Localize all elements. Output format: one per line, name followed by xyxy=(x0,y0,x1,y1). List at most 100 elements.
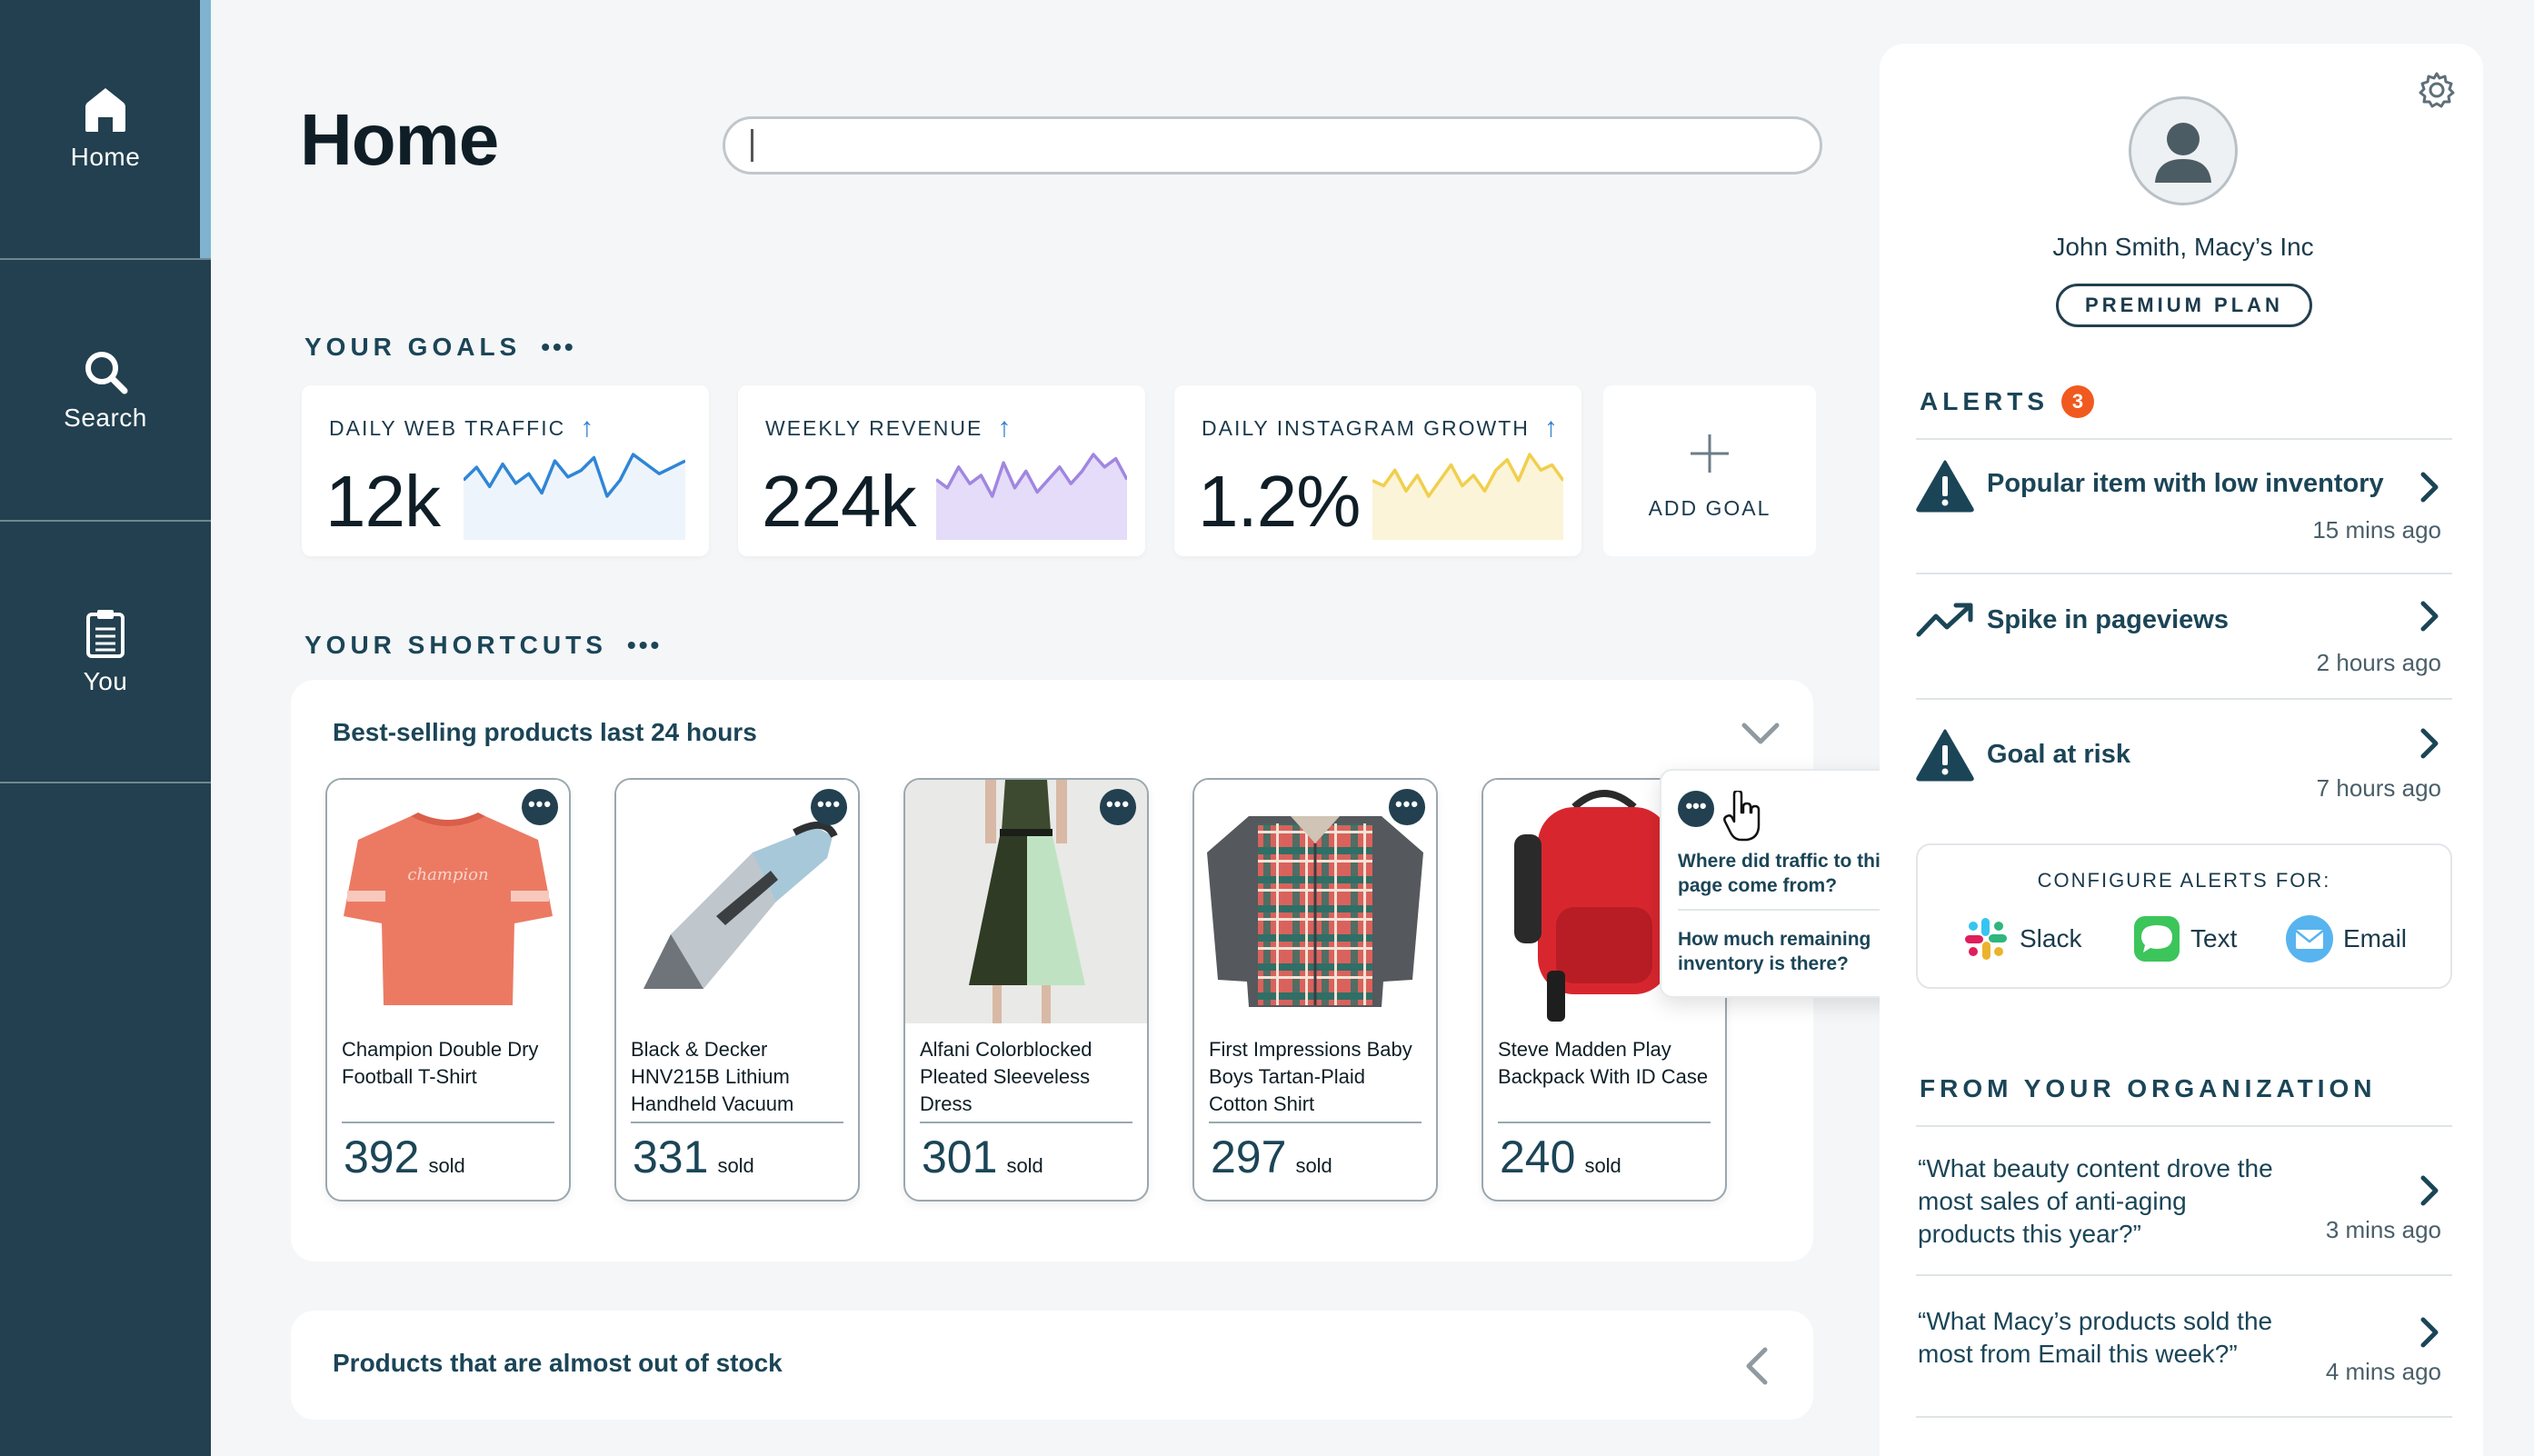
goal-card-weekly-revenue[interactable]: WEEKLY REVENUE ↑ 224k xyxy=(738,385,1145,556)
chevron-right-icon xyxy=(2420,1317,2439,1348)
shortcuts-menu-button[interactable]: ••• xyxy=(626,631,663,659)
slack-icon xyxy=(1965,918,2007,960)
popup-question-traffic[interactable]: Where did traffic to this page come from… xyxy=(1678,851,1891,896)
sold-count: 301 xyxy=(922,1132,998,1182)
divider xyxy=(1498,1122,1711,1123)
organization-title: FROM YOUR ORGANIZATION xyxy=(1920,1074,2377,1102)
alert-time: 15 mins ago xyxy=(2312,516,2441,544)
gear-icon[interactable] xyxy=(2418,71,2456,109)
sold-count: 297 xyxy=(1211,1132,1287,1182)
chevron-left-icon[interactable] xyxy=(1745,1347,1769,1385)
page-title: Home xyxy=(300,99,499,180)
chevron-down-icon[interactable] xyxy=(1741,722,1780,745)
sparkline-area xyxy=(464,454,685,540)
text-cursor xyxy=(751,129,753,162)
arrow-up-icon: ↑ xyxy=(580,413,596,443)
goal-card-instagram-growth[interactable]: DAILY INSTAGRAM GROWTH ↑ 1.2% xyxy=(1174,385,1581,556)
chevron-right-icon xyxy=(2420,1175,2439,1206)
configure-slack-button[interactable]: Slack xyxy=(1961,914,2081,963)
sidebar-item-you[interactable]: You xyxy=(0,524,211,783)
sidebar-item-label: You xyxy=(83,667,128,695)
configure-option-label: Slack xyxy=(2020,924,2082,952)
plaid-shirt-image xyxy=(1194,780,1436,1023)
org-item[interactable]: “What beauty content drove the most sale… xyxy=(1916,1152,2452,1280)
sidebar-item-home[interactable]: Home xyxy=(0,0,211,260)
sparkline-chart xyxy=(464,453,685,540)
sparkline-line xyxy=(1372,453,1563,498)
sold-unit: sold xyxy=(1006,1154,1043,1177)
divider xyxy=(1916,438,2452,440)
org-item-text: “What beauty content drove the most sale… xyxy=(1918,1154,2273,1248)
product-more-button[interactable]: ••• xyxy=(522,789,558,825)
product-name: Steve Madden Play Backpack With ID Case xyxy=(1498,1038,1709,1088)
product-more-button[interactable]: ••• xyxy=(1678,791,1714,827)
divider xyxy=(1916,1125,2452,1127)
goal-label: DAILY INSTAGRAM GROWTH ↑ xyxy=(1202,413,1560,444)
shortcuts-title: YOUR SHORTCUTS xyxy=(304,631,607,659)
sold-unit: sold xyxy=(1584,1154,1621,1177)
org-item[interactable]: “What Macy’s products sold the most from… xyxy=(1916,1305,2452,1432)
product-name: Alfani Colorblocked Pleated Sleeveless D… xyxy=(920,1038,1092,1115)
plan-badge[interactable]: PREMIUM PLAN xyxy=(2056,284,2312,327)
goals-section-title: YOUR GOALS ••• xyxy=(304,333,576,362)
out-of-stock-panel[interactable]: Products that are almost out of stock xyxy=(291,1311,1813,1420)
plus-icon xyxy=(1691,434,1729,473)
product-card-backpack[interactable]: Steve Madden Play Backpack With ID Case … xyxy=(1481,778,1727,1202)
alert-item-pageviews[interactable]: Spike in pageviews 2 hours ago xyxy=(1916,587,2452,705)
hand-pointer-icon xyxy=(1723,791,1761,842)
alert-title: Popular item with low inventory xyxy=(1987,469,2384,498)
sidebar-item-search[interactable]: Search xyxy=(0,262,211,522)
product-name: Black & Decker HNV215B Lithium Handheld … xyxy=(631,1038,794,1115)
configure-email-button[interactable]: Email xyxy=(2285,914,2407,963)
configure-text-button[interactable]: Text xyxy=(2132,914,2237,963)
goal-value: 1.2% xyxy=(1198,461,1361,542)
goal-label-text: WEEKLY REVENUE xyxy=(765,415,983,440)
alert-item-low-inventory[interactable]: Popular item with low inventory 15 mins … xyxy=(1916,451,2452,569)
org-item-time: 4 mins ago xyxy=(2325,1358,2441,1385)
clipboard-icon xyxy=(86,610,125,658)
alert-item-goal-risk[interactable]: Goal at risk 7 hours ago xyxy=(1916,714,2452,833)
configure-alerts-title: CONFIGURE ALERTS FOR: xyxy=(2037,869,2331,892)
goal-label-text: DAILY INSTAGRAM GROWTH xyxy=(1202,415,1530,440)
sparkline-chart xyxy=(936,453,1127,540)
chevron-right-icon xyxy=(2420,728,2439,759)
configure-option-label: Text xyxy=(2190,924,2238,952)
divider xyxy=(631,1122,843,1123)
divider xyxy=(1916,1274,2452,1276)
alerts-title: ALERTS 3 xyxy=(1920,385,2094,418)
arrow-up-icon: ↑ xyxy=(997,413,1013,443)
shortcuts-section-title: YOUR SHORTCUTS ••• xyxy=(304,631,662,660)
goals-menu-button[interactable]: ••• xyxy=(541,333,576,361)
divider xyxy=(1916,1416,2452,1418)
product-more-button[interactable]: ••• xyxy=(1389,789,1425,825)
warning-icon xyxy=(1916,460,1974,513)
svg-text:champion: champion xyxy=(407,865,488,884)
sold-count: 331 xyxy=(633,1132,709,1182)
right-panel xyxy=(1880,44,2483,1456)
product-card-vacuum[interactable]: ••• Black & Decker HNV215B Lithium Handh… xyxy=(614,778,860,1202)
configure-alerts-box: CONFIGURE ALERTS FOR: Slack Text Email xyxy=(1916,843,2452,989)
sparkline-chart xyxy=(1372,453,1563,540)
product-name: First Impressions Baby Boys Tartan-Plaid… xyxy=(1209,1038,1412,1115)
divider xyxy=(1916,698,2452,700)
product-card-tshirt[interactable]: champion ••• Champion Double Dry Footbal… xyxy=(325,778,571,1202)
best-selling-title: Best-selling products last 24 hours xyxy=(333,718,757,746)
sold-count: 240 xyxy=(1500,1132,1576,1182)
popup-question-inventory[interactable]: How much remaining inventory is there? xyxy=(1678,929,1871,974)
alert-title: Spike in pageviews xyxy=(1987,605,2229,634)
sidebar-item-label: Search xyxy=(64,404,147,432)
org-item-text: “What Macy’s products sold the most from… xyxy=(1918,1307,2273,1368)
arrow-up-icon: ↑ xyxy=(1543,413,1560,443)
product-card-plaid-shirt[interactable]: ••• First Impressions Baby Boys Tartan-P… xyxy=(1192,778,1438,1202)
alert-title: Goal at risk xyxy=(1987,740,2130,769)
product-more-button[interactable]: ••• xyxy=(811,789,847,825)
product-more-button[interactable]: ••• xyxy=(1100,789,1136,825)
goal-card-web-traffic[interactable]: DAILY WEB TRAFFIC ↑ 12k xyxy=(302,385,709,556)
search-input[interactable] xyxy=(723,116,1822,175)
product-card-dress[interactable]: ••• Alfani Colorblocked Pleated Sleevele… xyxy=(903,778,1149,1202)
org-item-time: 3 mins ago xyxy=(2325,1216,2441,1243)
goals-title: YOUR GOALS xyxy=(304,333,522,361)
divider xyxy=(1916,573,2452,574)
avatar[interactable] xyxy=(2129,96,2238,205)
add-goal-button[interactable]: ADD GOAL xyxy=(1603,385,1816,556)
